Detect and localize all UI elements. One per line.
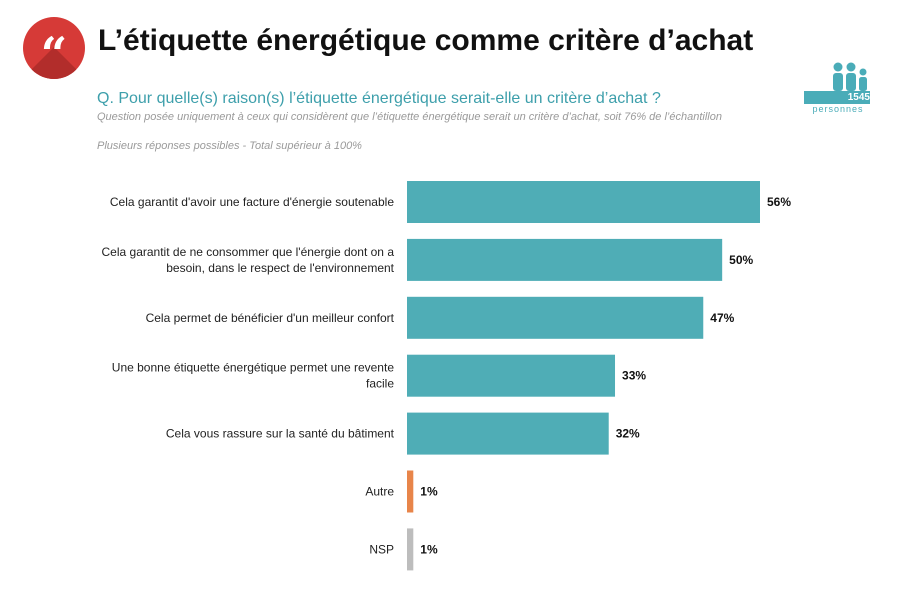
bar-4	[407, 354, 616, 397]
category-label-2: Cela garantit de ne consommer que l'éner…	[102, 245, 395, 275]
bar-5	[407, 412, 609, 455]
category-label-1: Cela garantit d'avoir une facture d'éner…	[110, 195, 394, 209]
quote-icon: “	[40, 27, 68, 79]
value-label-1: 56%	[767, 195, 791, 209]
value-label-2: 50%	[729, 253, 753, 267]
category-label-5: Cela vous rassure sur la santé du bâtime…	[166, 427, 395, 441]
category-label-4: Une bonne étiquette énergétique permet u…	[112, 361, 395, 391]
sample-size: 1545	[847, 92, 870, 103]
value-label-5: 32%	[616, 427, 640, 441]
people-group-icon	[804, 62, 870, 104]
quote-badge: “	[23, 17, 85, 79]
value-label-6: 1%	[420, 485, 438, 499]
category-label-6: Autre	[365, 485, 394, 499]
value-label-3: 47%	[710, 311, 734, 325]
category-label-3: Cela permet de bénéficier d'un meilleur …	[146, 311, 395, 325]
sample-size-label: personnes	[812, 104, 864, 114]
bar-6	[407, 470, 414, 513]
multiple-answers-note: Plusieurs réponses possibles - Total sup…	[97, 140, 362, 152]
bar-2	[407, 238, 723, 281]
page-title: L’étiquette énergétique comme critère d’…	[98, 24, 754, 57]
bar-3	[407, 296, 704, 339]
question-scope-note: Question posée uniquement à ceux qui con…	[97, 111, 722, 123]
value-label-7: 1%	[420, 542, 438, 556]
category-label-7: NSP	[369, 542, 394, 556]
bar-1	[407, 181, 760, 223]
survey-question: Q. Pour quelle(s) raison(s) l’étiquette …	[97, 90, 661, 107]
value-label-4: 33%	[622, 369, 646, 383]
bar-7	[407, 528, 414, 571]
